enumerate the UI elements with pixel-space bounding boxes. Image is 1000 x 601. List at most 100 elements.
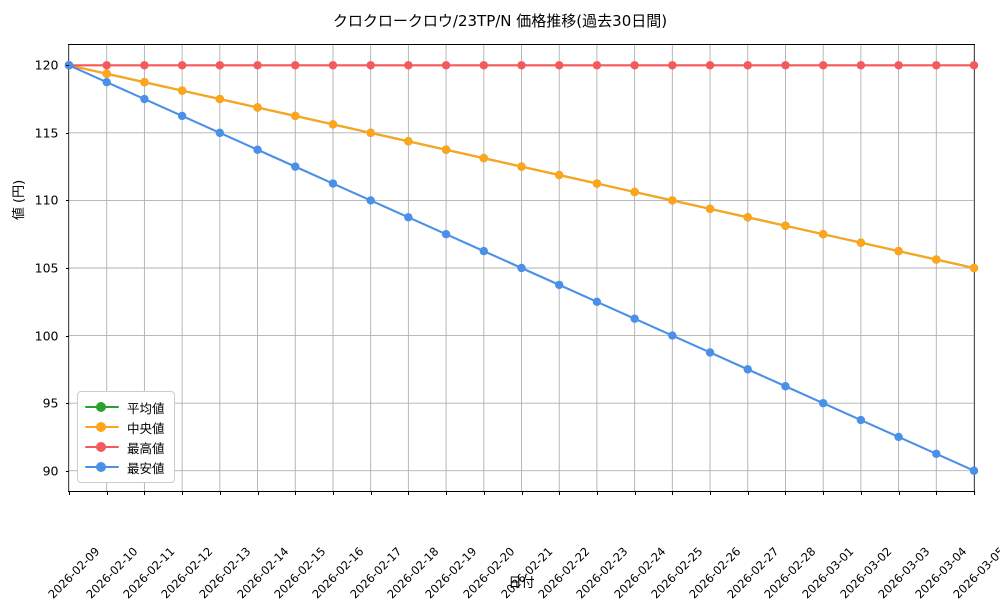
plot-area: 90 95 100 105 110 115 120 2026-02-09 2026-02-10… <box>35 44 1000 601</box>
x-axis-label: 日付 <box>508 576 535 591</box>
x-tick-mark <box>860 491 862 495</box>
data-point <box>781 221 790 230</box>
legend-item-1[interactable]: 中央値 <box>85 417 165 437</box>
x-tick-mark <box>483 491 485 495</box>
x-tick-mark <box>408 491 410 495</box>
legend-marker-icon <box>96 442 106 452</box>
data-point <box>932 449 941 459</box>
x-tick-mark <box>559 491 561 495</box>
x-tick-mark <box>634 491 636 495</box>
data-series-layer <box>64 61 979 475</box>
y-tick-mark <box>65 65 69 67</box>
data-point <box>517 162 526 171</box>
data-point <box>479 246 488 256</box>
legend-label: 平均値 <box>127 400 165 416</box>
data-point <box>555 280 564 290</box>
data-point <box>932 255 941 264</box>
x-tick-mark <box>785 491 787 495</box>
y-tick-mark <box>65 200 69 202</box>
data-point <box>253 61 262 70</box>
data-point <box>291 111 300 121</box>
x-tick-mark <box>672 491 674 495</box>
data-point <box>592 61 602 70</box>
data-point <box>291 162 300 171</box>
data-point <box>441 230 451 239</box>
x-tick-mark <box>144 491 146 495</box>
data-point <box>366 196 375 205</box>
data-point <box>140 77 149 87</box>
data-point <box>705 61 715 70</box>
x-tick-mark <box>257 491 259 495</box>
legend-marker-icon <box>96 462 106 472</box>
data-point <box>668 196 677 205</box>
legend-item-0[interactable]: 平均値 <box>85 397 165 417</box>
data-point <box>517 61 526 70</box>
x-tick-mark <box>710 491 712 495</box>
y-tick-mark <box>65 403 69 405</box>
data-point <box>177 86 187 95</box>
legend-label: 最高値 <box>127 440 165 456</box>
series-最安値 <box>64 61 979 475</box>
data-point <box>177 111 187 121</box>
y-tick-label: 120 <box>34 57 59 73</box>
data-point <box>215 128 225 138</box>
data-point <box>140 61 149 70</box>
data-point <box>64 61 74 70</box>
y-tick-label: 90 <box>42 463 59 479</box>
legend-label: 最安値 <box>127 460 165 476</box>
data-point <box>781 61 790 70</box>
data-point <box>404 213 413 222</box>
data-point <box>177 61 187 70</box>
data-point <box>668 331 677 340</box>
y-tick-label: 95 <box>42 395 59 411</box>
data-point <box>555 61 564 70</box>
y-tick-label: 110 <box>34 192 59 208</box>
x-tick-mark <box>747 491 749 495</box>
x-tick-mark <box>936 491 938 495</box>
x-tick-mark <box>521 491 523 495</box>
y-tick-label: 105 <box>34 260 59 276</box>
data-point <box>932 61 941 70</box>
data-point <box>102 61 111 70</box>
data-point <box>102 77 111 87</box>
data-point <box>894 61 903 70</box>
legend-label: 中央値 <box>127 420 165 436</box>
x-tick-mark <box>823 491 825 495</box>
data-point <box>102 69 111 78</box>
legend-swatch <box>85 440 119 454</box>
data-point <box>328 61 338 70</box>
data-point <box>818 398 828 408</box>
x-tick-mark <box>370 491 372 495</box>
x-tick-mark <box>295 491 297 495</box>
x-tick-mark <box>596 491 598 495</box>
legend-item-3[interactable]: 最安値 <box>85 457 165 477</box>
x-tick-mark <box>898 491 900 495</box>
data-point <box>781 382 790 391</box>
data-point <box>969 466 979 475</box>
data-point <box>592 179 602 188</box>
data-point <box>140 94 149 104</box>
x-tick-mark <box>69 491 70 495</box>
data-point <box>856 61 866 70</box>
data-point <box>743 365 752 374</box>
x-tick-mark <box>219 491 221 495</box>
y-axis-label-wrapper: 値 (円) <box>8 140 28 260</box>
data-point <box>441 145 451 154</box>
data-point <box>894 246 903 256</box>
legend-item-2[interactable]: 最高値 <box>85 437 165 457</box>
data-point <box>668 61 677 70</box>
chart-legend: 平均値中央値最高値最安値 <box>77 391 175 483</box>
y-tick-mark <box>65 470 69 472</box>
data-point <box>705 204 715 214</box>
y-tick-mark <box>65 335 69 337</box>
data-point <box>894 432 903 442</box>
data-point <box>630 187 639 197</box>
legend-swatch <box>85 420 119 434</box>
data-point <box>479 153 488 163</box>
data-point <box>856 238 866 247</box>
data-point <box>366 61 375 70</box>
data-point <box>555 170 564 180</box>
data-point <box>404 61 413 70</box>
data-point <box>630 314 639 323</box>
